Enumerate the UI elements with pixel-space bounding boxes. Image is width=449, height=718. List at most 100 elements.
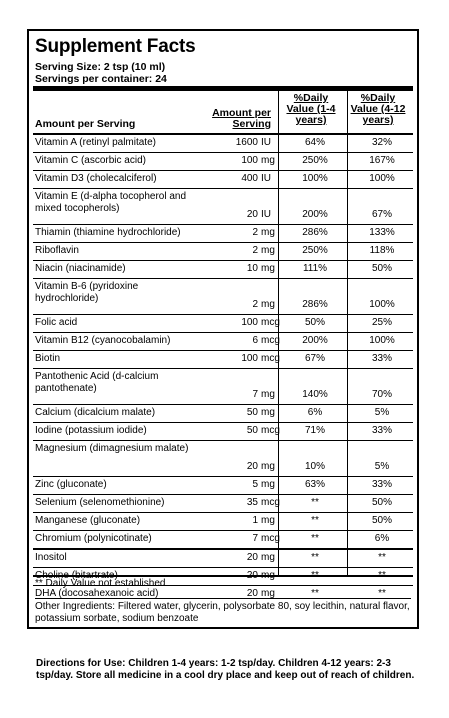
header-dv-1-4: %Daily Value (1-4 years) — [286, 92, 336, 126]
column-divider-2 — [347, 91, 348, 575]
footnote: ** Daily Value not established — [33, 575, 413, 589]
amount-unit: mcg — [261, 317, 280, 328]
dv-1-4-value: 50% — [304, 317, 325, 328]
servings-per-container: Servings per container: 24 — [35, 73, 167, 85]
table-row: Vitamin D3 (cholecalciferol) 400 IU 100% 100… — [33, 170, 413, 188]
dv-1-4-value: 286% — [302, 299, 328, 310]
column-divider-1 — [278, 91, 279, 575]
amount-value: 100 — [241, 155, 258, 166]
dv-1-4-value: 140% — [302, 389, 328, 400]
nutrient-name: Selenium (selenomethionine) — [35, 497, 165, 508]
amount-value: 10 — [246, 263, 258, 274]
amount-value: 20 — [246, 209, 258, 220]
amount-unit: mcg — [261, 353, 280, 364]
amount-unit: mg — [261, 588, 275, 599]
table-row: Chromium (polynicotinate) 7 mcg ** 6% — [33, 530, 413, 548]
table-row: Vitamin A (retinyl palmitate) 1600 IU 64% 32… — [33, 133, 413, 152]
nutrient-name: Folic acid — [35, 317, 78, 328]
table-row: Riboflavin 2 mg 250% 118% — [33, 242, 413, 260]
amount-value: 20 — [246, 552, 258, 563]
nutrient-name: Zinc (gluconate) — [35, 479, 107, 490]
nutrient-name: Vitamin B12 (cyanocobalamin) — [35, 335, 171, 346]
amount-value: 2 — [252, 299, 258, 310]
amount-value: 400 — [241, 173, 258, 184]
dv-1-4-value: 200% — [302, 335, 328, 346]
dv-1-4-value: ** — [311, 515, 319, 526]
amount-value: 2 — [252, 227, 258, 238]
table-row: Magnesium (dimagnesium malate) 20 mg 10% 5% — [33, 440, 413, 476]
dv-1-4-value: 250% — [302, 155, 328, 166]
dv-1-4-value: ** — [311, 588, 319, 599]
dv-4-12-value: 50% — [371, 515, 392, 526]
dv-1-4-value: 71% — [304, 425, 325, 436]
dv-1-4-value: 100% — [302, 173, 328, 184]
table-row: Vitamin B12 (cyanocobalamin) 6 mcg 200% 100% — [33, 332, 413, 350]
table-row: DHA (docosahexanoic acid) 20 mg ** ** — [33, 585, 413, 603]
nutrient-name: Manganese (gluconate) — [35, 515, 141, 526]
table-row: Vitamin B-6 (pyridoxine hydrochloride) 2 m… — [33, 278, 413, 314]
dv-4-12-value: 118% — [369, 245, 395, 256]
table-row: Pantothenic Acid (d-calcium pantothenate… — [33, 368, 413, 404]
amount-unit: mg — [261, 245, 275, 256]
amount-unit: IU — [261, 209, 271, 220]
dv-1-4-value: 250% — [302, 245, 328, 256]
nutrient-name: Vitamin E (d-alpha tocopherol and mixed … — [35, 191, 187, 214]
nutrient-name: Iodine (potassium iodide) — [35, 425, 147, 436]
amount-unit: mg — [261, 389, 275, 400]
amount-unit: mcg — [261, 425, 280, 436]
dv-4-12-value: 25% — [371, 317, 392, 328]
dv-4-12-value: 5% — [374, 461, 390, 472]
amount-value: 35 — [246, 497, 258, 508]
dv-4-12-value: 32% — [371, 137, 392, 148]
amount-unit: mg — [261, 407, 275, 418]
dv-4-12-value: ** — [378, 552, 386, 563]
nutrient-name: Magnesium (dimagnesium malate) — [35, 443, 189, 454]
dv-1-4-value: ** — [311, 533, 319, 544]
nutrient-name: Vitamin B-6 (pyridoxine hydrochloride) — [35, 281, 139, 304]
amount-unit: mg — [261, 263, 275, 274]
dv-1-4-value: 67% — [304, 353, 325, 364]
dv-1-4-value: 286% — [302, 227, 328, 238]
dv-1-4-value: 6% — [307, 407, 323, 418]
amount-unit: mg — [261, 515, 275, 526]
header-amount-column: Amount per Serving — [212, 107, 271, 130]
amount-unit: mg — [261, 299, 275, 310]
amount-value: 50 — [246, 407, 258, 418]
dv-4-12-value: 50% — [371, 263, 392, 274]
table-row: Calcium (dicalcium malate) 50 mg 6% 5% — [33, 404, 413, 422]
table-row: Inositol 20 mg ** ** — [33, 548, 413, 567]
panel-title: Supplement Facts — [35, 36, 196, 57]
nutrient-name: Riboflavin — [35, 245, 79, 256]
supplement-facts-panel: Supplement Facts Serving Size: 2 tsp (10… — [27, 29, 419, 629]
nutrient-name: DHA (docosahexanoic acid) — [35, 588, 159, 599]
nutrient-table: Vitamin A (retinyl palmitate) 1600 IU 64% 32… — [33, 133, 413, 603]
amount-unit: mg — [261, 552, 275, 563]
header-dv-4-12: %Daily Value (4-12 years) — [350, 92, 406, 126]
nutrient-name: Vitamin D3 (cholecalciferol) — [35, 173, 157, 184]
dv-4-12-value: 33% — [371, 425, 392, 436]
dv-4-12-value: 133% — [369, 227, 395, 238]
table-row: Niacin (niacinamide) 10 mg 111% 50% — [33, 260, 413, 278]
nutrient-name: Pantothenic Acid (d-calcium pantothenate… — [35, 371, 159, 394]
amount-unit: IU — [261, 137, 271, 148]
dv-1-4-value: 200% — [302, 209, 328, 220]
table-row: Vitamin E (d-alpha tocopherol and mixed … — [33, 188, 413, 224]
thick-divider — [33, 86, 413, 91]
table-row: Selenium (selenomethionine) 35 mcg ** 50% — [33, 494, 413, 512]
amount-value: 20 — [246, 588, 258, 599]
dv-1-4-value: 64% — [304, 137, 325, 148]
amount-unit: mg — [261, 155, 275, 166]
dv-4-12-value: 5% — [374, 407, 390, 418]
nutrient-name: Biotin — [35, 353, 61, 364]
table-row: Iodine (potassium iodide) 50 mcg 71% 33% — [33, 422, 413, 440]
amount-value: 50 — [246, 425, 258, 436]
dv-4-12-value: 100% — [369, 335, 395, 346]
table-row: Zinc (gluconate) 5 mg 63% 33% — [33, 476, 413, 494]
dv-4-12-value: 167% — [369, 155, 395, 166]
amount-value: 20 — [246, 461, 258, 472]
dv-1-4-value: 63% — [304, 479, 325, 490]
amount-unit: mcg — [261, 335, 280, 346]
amount-value: 7 — [252, 533, 258, 544]
serving-info: Serving Size: 2 tsp (10 ml) Servings per… — [35, 61, 167, 85]
amount-value: 1600 — [235, 137, 258, 148]
